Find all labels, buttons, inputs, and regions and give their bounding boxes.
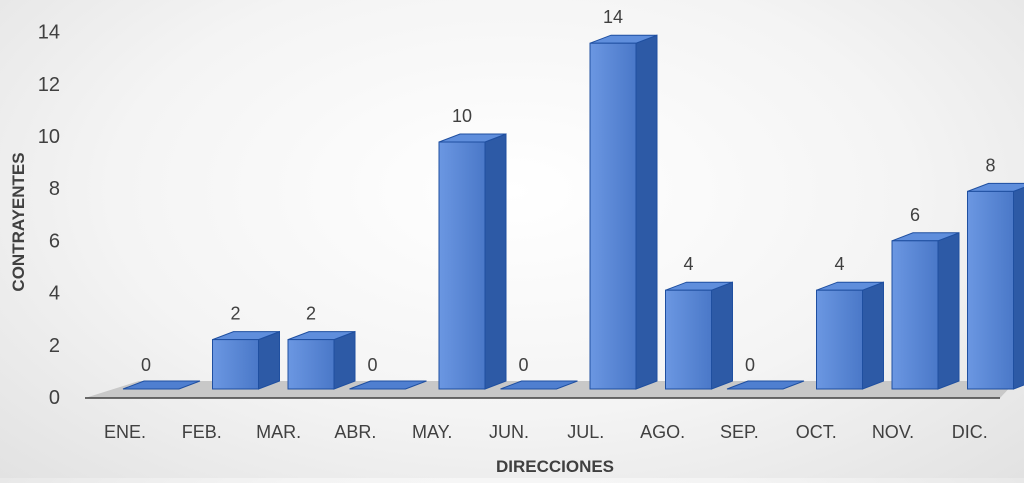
bar-front-face [968,191,1014,389]
data-label: 14 [603,7,623,27]
x-tick-label: ENE. [104,422,146,442]
y-tick-label: 2 [49,335,60,357]
bar-side-face [938,233,959,389]
bar-front-face [288,340,334,389]
bar-side-face [863,282,884,389]
y-tick-label: 10 [38,126,60,148]
bar-nov [892,233,959,389]
bar-front-face [439,142,485,389]
bar-front-face [892,241,938,389]
x-tick-label: ABR. [334,422,376,442]
x-tick-label: NOV. [872,422,914,442]
bar-may [439,134,506,389]
data-label: 2 [306,304,316,324]
x-tick-label: MAY. [412,422,452,442]
bar-side-face [636,35,657,389]
bar-dic [968,183,1024,389]
y-tick-label: 6 [49,230,60,252]
bar-oct [817,282,884,389]
data-label: 6 [910,205,920,225]
data-label: 8 [985,155,995,175]
y-tick-label: 8 [49,178,60,200]
bar-feb [213,332,280,389]
bar-top-face [968,183,1024,191]
x-tick-label: JUL. [567,422,604,442]
data-label: 0 [141,355,151,375]
x-tick-label: AGO. [640,422,685,442]
data-label: 10 [452,106,472,126]
data-label: 2 [230,304,240,324]
y-tick-label: 0 [49,387,60,409]
x-tick-label: MAR. [256,422,301,442]
y-tick-label: 4 [49,283,60,305]
y-axis-title: CONTRAYENTES [9,152,28,291]
x-tick-label: FEB. [182,422,222,442]
bar-side-face [485,134,506,389]
data-label: 0 [367,355,377,375]
y-tick-label: 14 [38,22,60,44]
x-tick-label: SEP. [720,422,759,442]
bar-side-face [334,332,355,389]
x-tick-label: DIC. [952,422,988,442]
bar-front-face [213,340,259,389]
bar-mar [288,332,355,389]
x-tick-label: OCT. [796,422,837,442]
data-label: 4 [683,254,693,274]
data-label: 4 [834,254,844,274]
bar-ago [666,282,733,389]
bar-front-face [590,43,636,389]
bar-side-face [712,282,733,389]
bar-front-face [817,290,863,389]
bar-front-face [666,290,712,389]
data-label: 0 [518,355,528,375]
x-axis-title: DIRECCIONES [496,457,614,476]
data-label: 0 [745,355,755,375]
y-tick-label: 12 [38,74,60,96]
bar-jul [590,35,657,389]
bar-side-face [259,332,280,389]
bar-side-face [1014,183,1024,389]
x-tick-label: JUN. [489,422,529,442]
